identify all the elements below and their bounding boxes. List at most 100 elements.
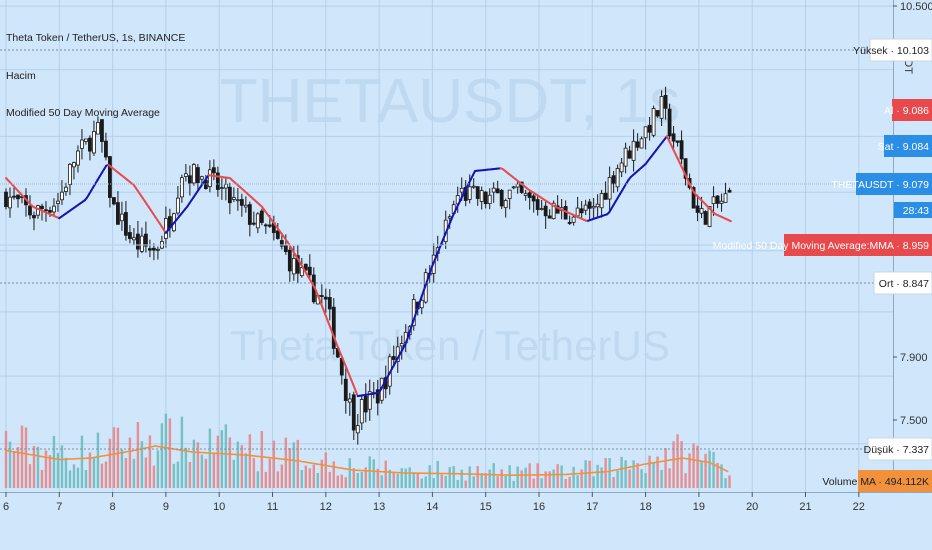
candle-body xyxy=(367,391,372,410)
price-labels[interactable]: Yüksek · 10.103 Al · 9.086 Sat · 9.084 THET… xyxy=(0,38,932,492)
price-label-ask[interactable]: Al · 9.086 xyxy=(884,99,932,121)
candle-body xyxy=(259,210,264,223)
candle-body xyxy=(100,119,104,142)
volume-bar xyxy=(104,461,108,488)
volume-bar xyxy=(684,473,687,488)
volume-bar xyxy=(444,475,447,488)
volume-bar xyxy=(716,462,719,488)
ma-segment xyxy=(727,219,732,223)
volume-bar xyxy=(704,453,707,488)
volume-bar xyxy=(376,468,379,488)
volume-bar xyxy=(232,459,236,488)
candle-body xyxy=(667,108,672,137)
volume-bar xyxy=(696,445,699,488)
candle-body xyxy=(40,205,44,210)
volume-bar xyxy=(144,457,148,488)
volume-bar xyxy=(428,465,431,488)
candle-body xyxy=(148,248,152,251)
price-label-countdown[interactable]: 28:43 xyxy=(894,202,932,218)
volume-bar xyxy=(292,442,296,488)
price-label-avg[interactable]: Ort · 8.847 xyxy=(0,271,932,295)
volume-bar xyxy=(596,464,599,488)
volume-bar xyxy=(32,446,36,488)
price-label-low[interactable]: Düşük · 7.337 xyxy=(0,437,932,461)
volume-bar xyxy=(248,434,252,488)
volume-bar xyxy=(616,470,619,488)
candle-body xyxy=(152,247,156,251)
candle-body xyxy=(355,425,360,434)
candle-body xyxy=(655,110,660,117)
volume-bar xyxy=(100,463,104,488)
volume-bar xyxy=(80,435,84,488)
candle-body xyxy=(144,233,148,247)
candle-body xyxy=(28,205,32,216)
candle-body xyxy=(539,208,544,210)
moving-average-line xyxy=(5,135,732,398)
candle-body xyxy=(199,176,204,180)
candle-body xyxy=(591,205,596,209)
volume-bar xyxy=(552,469,555,488)
volume-bar xyxy=(152,465,156,488)
candle-body xyxy=(503,200,508,209)
volume-bar xyxy=(244,453,248,488)
volume-bar xyxy=(548,471,551,488)
volume-bar xyxy=(620,456,623,488)
candle-body xyxy=(495,188,500,194)
price-label-box xyxy=(856,173,932,195)
candle-body xyxy=(291,258,296,275)
volume-bar xyxy=(268,458,272,488)
time-tick-label: 16 xyxy=(533,501,545,513)
candle-body xyxy=(175,197,180,214)
volume-bar xyxy=(632,460,635,488)
volume-bar xyxy=(120,449,124,488)
volume-bar xyxy=(544,471,547,488)
candle-body xyxy=(52,205,56,213)
volume-bar xyxy=(304,465,308,488)
candle-body xyxy=(124,212,128,236)
candle-body xyxy=(583,204,588,211)
volume-bar xyxy=(72,464,76,488)
volume-bar xyxy=(280,464,284,488)
candle-body xyxy=(128,232,132,239)
candle-body xyxy=(112,197,116,205)
candle-body xyxy=(156,248,160,251)
candle-body xyxy=(543,205,548,217)
price-label-text: Yüksek · 10.103 xyxy=(853,45,929,57)
candle-body xyxy=(319,295,324,297)
volume-bar xyxy=(416,472,419,488)
time-tick-label: 18 xyxy=(639,501,651,513)
time-tick-label: 19 xyxy=(693,501,705,513)
price-label-high[interactable]: Yüksek · 10.103 xyxy=(0,38,932,62)
candle-body xyxy=(279,240,284,247)
candle-body xyxy=(84,138,88,142)
candle-body xyxy=(639,138,644,149)
candle-body xyxy=(531,195,536,202)
candle-body xyxy=(215,172,220,190)
candle-body xyxy=(575,207,580,217)
candle-body xyxy=(195,167,200,184)
price-label-ma[interactable]: Modified 50 Day Moving Average:MMA · 8.9… xyxy=(0,234,932,256)
volume-bar xyxy=(340,474,343,488)
candle-body xyxy=(60,191,64,201)
volume-bar xyxy=(396,473,399,488)
volume-bar xyxy=(496,476,499,488)
candle-body xyxy=(587,201,592,209)
volume-bar xyxy=(532,478,535,488)
price-label-text: Volume MA · 494.112K xyxy=(822,476,929,488)
ma-segment xyxy=(405,333,410,342)
time-tick-label: 21 xyxy=(799,501,811,513)
price-label-last[interactable]: THETAUSDT · 9.079 xyxy=(0,173,932,195)
candle-body xyxy=(419,299,424,309)
volume-bar xyxy=(668,468,671,488)
volume-bar xyxy=(612,477,615,488)
price-label-bid[interactable]: Sat · 9.084 xyxy=(878,135,932,157)
volume-bar xyxy=(44,450,48,488)
candle-body xyxy=(68,163,72,185)
price-label-volume_ma[interactable]: Volume MA · 494.112K xyxy=(822,470,932,492)
candle-body xyxy=(547,215,552,219)
volume-bars xyxy=(4,413,731,488)
volume-bar xyxy=(420,478,423,488)
volume-bar xyxy=(380,475,383,488)
volume-bar xyxy=(484,473,487,488)
candle-body xyxy=(611,175,616,185)
